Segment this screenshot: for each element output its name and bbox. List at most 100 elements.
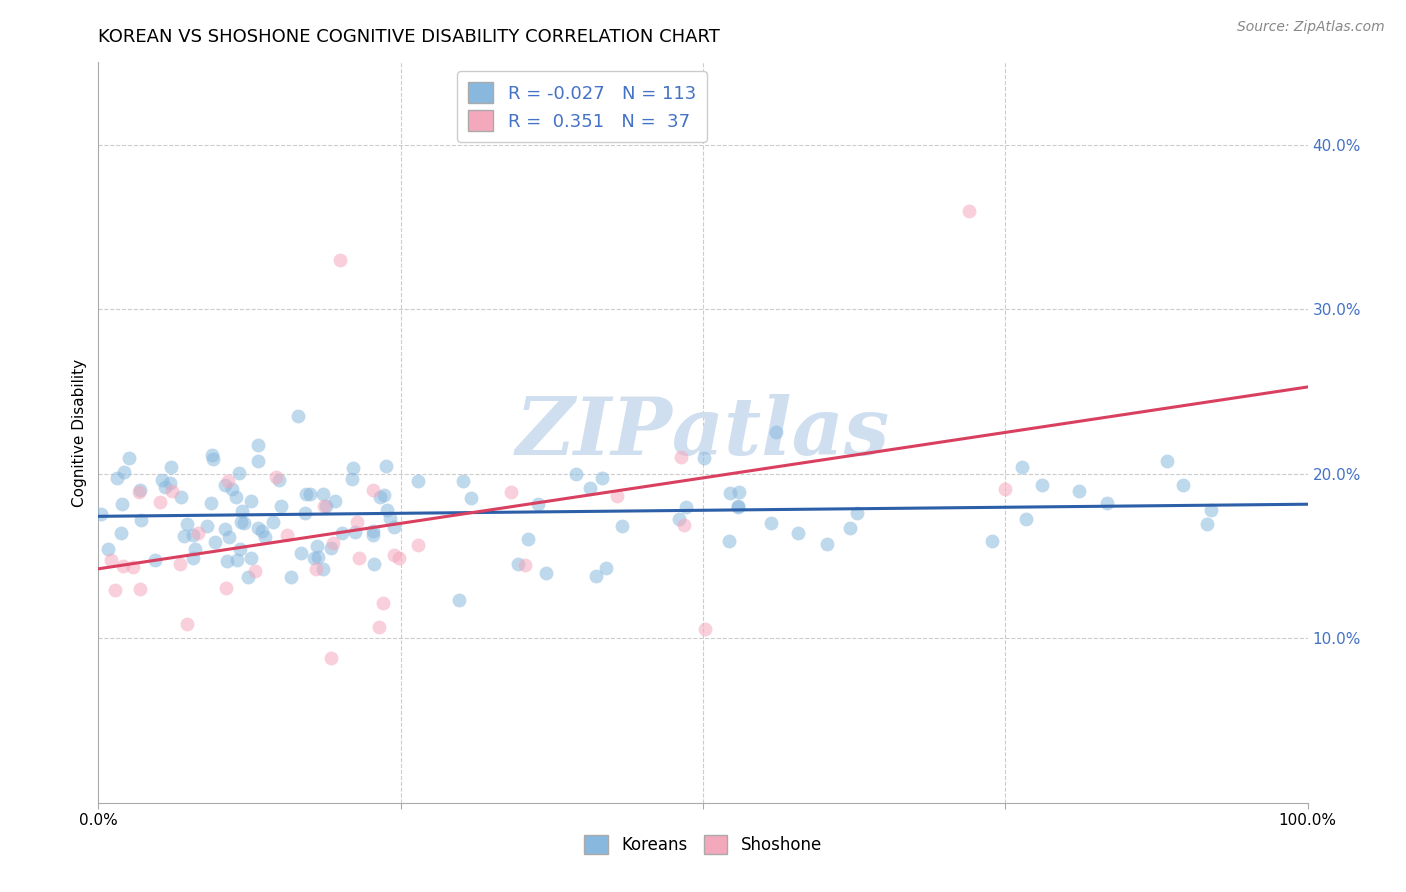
Point [254, 529, 277, 543]
Point [585, 568, 607, 582]
Point [361, 524, 384, 538]
Point [217, 554, 239, 568]
Point [406, 538, 429, 552]
Point [382, 520, 405, 534]
Point [122, 560, 145, 574]
Point [204, 535, 226, 549]
Point [1011, 459, 1033, 474]
Point [329, 252, 352, 267]
Point [384, 548, 406, 562]
Point [845, 506, 868, 520]
Point [169, 558, 191, 572]
Point [195, 518, 218, 533]
Point [225, 552, 247, 566]
Point [368, 490, 391, 504]
Point [111, 497, 134, 511]
Point [267, 473, 290, 487]
Point [225, 490, 247, 504]
Point [218, 530, 240, 544]
Point [312, 562, 335, 576]
Point [243, 565, 266, 579]
Point [406, 475, 429, 489]
Point [1171, 478, 1194, 492]
Point [669, 450, 692, 465]
Point [143, 552, 166, 566]
Point [201, 451, 224, 466]
Point [183, 528, 205, 542]
Point [693, 623, 716, 637]
Point [160, 484, 183, 499]
Point [1156, 453, 1178, 467]
Point [176, 617, 198, 632]
Point [173, 529, 195, 543]
Point [246, 438, 269, 452]
Point [315, 499, 337, 513]
Point [579, 481, 602, 495]
Point [323, 493, 346, 508]
Point [727, 500, 749, 514]
Point [229, 515, 252, 529]
Point [128, 484, 150, 499]
Point [305, 562, 328, 576]
Point [214, 522, 236, 536]
Point [240, 551, 263, 566]
Text: Source: ZipAtlas.com: Source: ZipAtlas.com [1237, 20, 1385, 34]
Point [994, 482, 1017, 496]
Point [1095, 496, 1118, 510]
Y-axis label: Cognitive Disability: Cognitive Disability [72, 359, 87, 507]
Point [957, 203, 980, 218]
Point [595, 561, 617, 575]
Point [373, 487, 395, 501]
Point [839, 521, 862, 535]
Point [363, 483, 385, 497]
Point [761, 516, 783, 530]
Point [97, 542, 120, 557]
Point [170, 490, 193, 504]
Point [718, 485, 741, 500]
Point [201, 448, 224, 462]
Point [312, 500, 335, 514]
Point [787, 526, 810, 541]
Point [460, 491, 482, 505]
Point [377, 503, 399, 517]
Point [110, 526, 132, 541]
Point [228, 541, 250, 556]
Point [380, 511, 402, 525]
Point [217, 474, 239, 488]
Point [527, 497, 550, 511]
Point [322, 536, 344, 550]
Point [340, 472, 363, 486]
Point [183, 550, 205, 565]
Point [728, 484, 751, 499]
Point [239, 493, 262, 508]
Point [673, 518, 696, 533]
Point [344, 525, 367, 540]
Point [294, 486, 316, 500]
Point [246, 521, 269, 535]
Point [129, 513, 152, 527]
Point [129, 483, 152, 497]
Point [319, 651, 342, 665]
Point [148, 495, 170, 509]
Point [373, 596, 395, 610]
Point [105, 471, 128, 485]
Point [231, 503, 253, 517]
Point [176, 516, 198, 531]
Point [499, 484, 522, 499]
Point [815, 537, 838, 551]
Point [276, 527, 298, 541]
Point [693, 450, 716, 465]
Point [159, 475, 181, 490]
Point [270, 500, 292, 514]
Point [305, 539, 328, 553]
Point [104, 583, 127, 598]
Point [302, 551, 325, 566]
Point [307, 550, 329, 565]
Point [100, 552, 122, 566]
Point [264, 470, 287, 484]
Point [221, 482, 243, 496]
Point [228, 466, 250, 480]
Point [374, 458, 396, 473]
Point [298, 487, 321, 501]
Point [90, 507, 112, 521]
